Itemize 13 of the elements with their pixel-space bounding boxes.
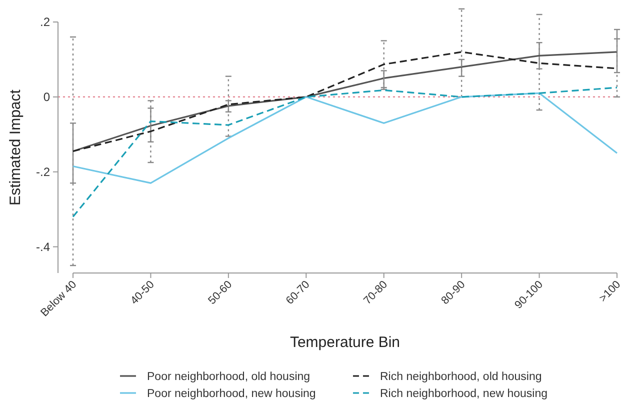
legend-label: Poor neighborhood, new housing	[147, 388, 316, 400]
x-axis-title: Temperature Bin	[290, 334, 400, 351]
y-tick-label: -.4	[36, 240, 50, 254]
line-series	[72, 86, 618, 218]
y-axis-title: Estimated Impact	[7, 88, 24, 206]
y-tick-label: 0	[43, 90, 50, 104]
legend-label: Rich neighborhood, old housing	[380, 371, 542, 383]
line-series	[72, 92, 618, 184]
y-tick-label: .2	[40, 15, 50, 29]
line-series	[72, 51, 618, 152]
y-tick-label: -.2	[36, 164, 50, 179]
legend-label: Poor neighborhood, old housing	[147, 371, 310, 383]
legend-label: Rich neighborhood, new housing	[380, 388, 548, 400]
